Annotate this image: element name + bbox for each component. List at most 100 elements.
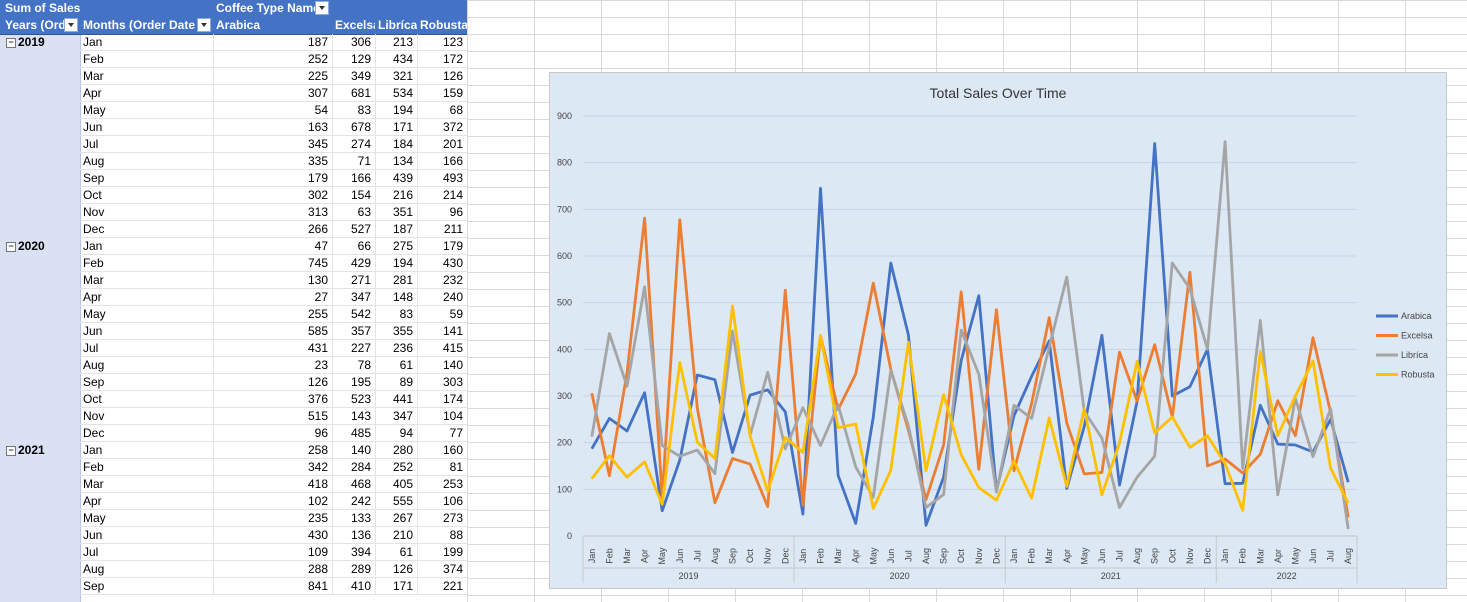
month-cell[interactable]: Nov: [80, 204, 213, 221]
month-cell[interactable]: Jun: [80, 323, 213, 340]
value-cell-librica[interactable]: 213: [375, 34, 417, 51]
month-cell[interactable]: Jun: [80, 527, 213, 544]
legend-label[interactable]: Excelsa: [1401, 331, 1433, 341]
value-cell-excelsa[interactable]: 289: [332, 561, 375, 578]
value-cell-excelsa[interactable]: 166: [332, 170, 375, 187]
series-line-librica[interactable]: [590, 140, 1350, 530]
value-cell-excelsa[interactable]: 78: [332, 357, 375, 374]
value-cell-arabica[interactable]: 130: [213, 272, 332, 289]
value-cell-excelsa[interactable]: 410: [332, 578, 375, 595]
value-cell-excelsa[interactable]: 83: [332, 102, 375, 119]
value-cell-librica[interactable]: 134: [375, 153, 417, 170]
value-cell-arabica[interactable]: 585: [213, 323, 332, 340]
value-cell-robusta[interactable]: 106: [417, 493, 467, 510]
value-cell-librica[interactable]: 61: [375, 357, 417, 374]
month-cell[interactable]: Aug: [80, 561, 213, 578]
value-cell-librica[interactable]: 236: [375, 340, 417, 357]
value-cell-excelsa[interactable]: 681: [332, 85, 375, 102]
month-cell[interactable]: Sep: [80, 374, 213, 391]
value-cell-robusta[interactable]: 372: [417, 119, 467, 136]
value-cell-librica[interactable]: 83: [375, 306, 417, 323]
month-cell[interactable]: Jan: [80, 238, 213, 255]
value-cell-robusta[interactable]: 232: [417, 272, 467, 289]
value-cell-arabica[interactable]: 313: [213, 204, 332, 221]
value-cell-arabica[interactable]: 163: [213, 119, 332, 136]
value-cell-librica[interactable]: 280: [375, 442, 417, 459]
year-row-label[interactable]: −2019: [6, 34, 45, 51]
value-cell-robusta[interactable]: 221: [417, 578, 467, 595]
value-cell-librica[interactable]: 210: [375, 527, 417, 544]
value-cell-robusta[interactable]: 88: [417, 527, 467, 544]
month-cell[interactable]: Jan: [80, 442, 213, 459]
value-cell-arabica[interactable]: 288: [213, 561, 332, 578]
value-cell-librica[interactable]: 441: [375, 391, 417, 408]
month-cell[interactable]: Feb: [80, 255, 213, 272]
value-cell-excelsa[interactable]: 154: [332, 187, 375, 204]
value-cell-arabica[interactable]: 307: [213, 85, 332, 102]
value-cell-librica[interactable]: 171: [375, 578, 417, 595]
value-cell-robusta[interactable]: 68: [417, 102, 467, 119]
value-cell-librica[interactable]: 534: [375, 85, 417, 102]
value-cell-excelsa[interactable]: 274: [332, 136, 375, 153]
value-cell-arabica[interactable]: 258: [213, 442, 332, 459]
value-cell-robusta[interactable]: 104: [417, 408, 467, 425]
month-cell[interactable]: Mar: [80, 272, 213, 289]
value-cell-robusta[interactable]: 141: [417, 323, 467, 340]
value-cell-excelsa[interactable]: 542: [332, 306, 375, 323]
value-cell-arabica[interactable]: 235: [213, 510, 332, 527]
value-cell-arabica[interactable]: 376: [213, 391, 332, 408]
value-cell-excelsa[interactable]: 129: [332, 51, 375, 68]
month-cell[interactable]: Oct: [80, 187, 213, 204]
month-cell[interactable]: Feb: [80, 51, 213, 68]
value-cell-librica[interactable]: 321: [375, 68, 417, 85]
month-cell[interactable]: Jun: [80, 119, 213, 136]
value-cell-robusta[interactable]: 126: [417, 68, 467, 85]
total-sales-chart[interactable]: Total Sales Over Time 0 100 200 300 400 500 600…: [549, 72, 1447, 589]
value-cell-excelsa[interactable]: 66: [332, 238, 375, 255]
value-cell-arabica[interactable]: 102: [213, 493, 332, 510]
value-cell-librica[interactable]: 405: [375, 476, 417, 493]
month-cell[interactable]: Mar: [80, 68, 213, 85]
month-cell[interactable]: May: [80, 510, 213, 527]
value-cell-excelsa[interactable]: 136: [332, 527, 375, 544]
value-cell-arabica[interactable]: 335: [213, 153, 332, 170]
value-cell-robusta[interactable]: 123: [417, 34, 467, 51]
value-cell-arabica[interactable]: 342: [213, 459, 332, 476]
month-cell[interactable]: Sep: [80, 578, 213, 595]
value-cell-librica[interactable]: 351: [375, 204, 417, 221]
value-cell-robusta[interactable]: 430: [417, 255, 467, 272]
value-cell-arabica[interactable]: 179: [213, 170, 332, 187]
value-cell-robusta[interactable]: 253: [417, 476, 467, 493]
value-cell-librica[interactable]: 355: [375, 323, 417, 340]
value-cell-robusta[interactable]: 59: [417, 306, 467, 323]
value-cell-arabica[interactable]: 430: [213, 527, 332, 544]
month-cell[interactable]: Feb: [80, 459, 213, 476]
value-cell-robusta[interactable]: 273: [417, 510, 467, 527]
value-cell-robusta[interactable]: 493: [417, 170, 467, 187]
value-cell-robusta[interactable]: 166: [417, 153, 467, 170]
value-cell-arabica[interactable]: 345: [213, 136, 332, 153]
value-cell-arabica[interactable]: 841: [213, 578, 332, 595]
value-cell-arabica[interactable]: 431: [213, 340, 332, 357]
value-cell-librica[interactable]: 194: [375, 255, 417, 272]
value-cell-excelsa[interactable]: 306: [332, 34, 375, 51]
value-cell-arabica[interactable]: 47: [213, 238, 332, 255]
value-cell-librica[interactable]: 89: [375, 374, 417, 391]
value-cell-librica[interactable]: 281: [375, 272, 417, 289]
series-line-robusta[interactable]: [590, 304, 1350, 512]
value-cell-excelsa[interactable]: 140: [332, 442, 375, 459]
collapse-toggle-icon[interactable]: −: [6, 241, 16, 252]
value-cell-librica[interactable]: 148: [375, 289, 417, 306]
collapse-toggle-icon[interactable]: −: [6, 37, 16, 48]
value-cell-arabica[interactable]: 54: [213, 102, 332, 119]
value-cell-robusta[interactable]: 199: [417, 544, 467, 561]
value-cell-robusta[interactable]: 240: [417, 289, 467, 306]
value-cell-excelsa[interactable]: 485: [332, 425, 375, 442]
value-cell-excelsa[interactable]: 242: [332, 493, 375, 510]
year-row-label[interactable]: −2021: [6, 442, 45, 459]
value-cell-excelsa[interactable]: 133: [332, 510, 375, 527]
month-cell[interactable]: Jul: [80, 544, 213, 561]
month-cell[interactable]: Apr: [80, 289, 213, 306]
months-filter-button[interactable]: [197, 18, 211, 32]
value-cell-librica[interactable]: 184: [375, 136, 417, 153]
